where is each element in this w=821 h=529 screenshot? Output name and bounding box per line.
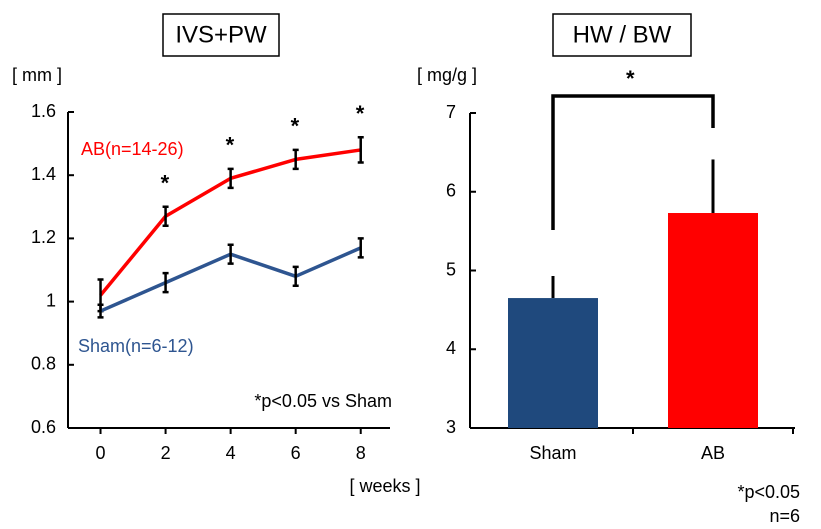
y-tick-label: 5 [446,259,456,279]
bracket-label: * [626,66,635,91]
legend-label: AB(n=14-26) [81,139,184,159]
chart-title: IVS+PW [175,21,267,48]
x-tick-label: Sham [529,443,576,463]
x-tick-label: 0 [96,443,106,463]
error-bar [227,243,234,265]
error-bar [162,271,169,294]
y-tick-label: 1.4 [31,164,56,184]
y-tick-label: 7 [446,102,456,122]
y-tick-label: 1 [46,290,56,310]
error-bar [357,136,364,164]
y-tick-label: 4 [446,338,456,358]
footnote: n=6 [769,506,800,526]
y-axis-label: [ mm ] [12,65,62,85]
bar [668,213,758,428]
x-tick-label: 2 [161,443,171,463]
bar [508,298,598,428]
x-axis-label: [ weeks ] [349,476,420,496]
y-tick-label: 0.6 [31,417,56,437]
error-bar [162,205,169,228]
error-bar [227,167,234,190]
x-tick-label: AB [701,443,725,463]
legend-label: Sham(n=6-12) [78,336,194,356]
significance-mark: * [226,133,235,158]
error-bar [292,148,299,171]
y-tick-label: 0.8 [31,354,56,374]
y-tick-label: 3 [446,417,456,437]
x-tick-label: 8 [356,443,366,463]
significance-mark: * [291,114,300,139]
bracket [551,94,715,230]
significance-mark: * [356,101,365,126]
y-tick-label: 6 [446,181,456,201]
significance-mark: * [161,171,170,196]
error-bar [292,265,299,288]
annotation: *p<0.05 vs Sham [254,391,392,411]
x-tick-label: 6 [291,443,301,463]
x-tick-label: 4 [226,443,236,463]
chart-title: HW / BW [573,21,672,48]
y-tick-label: 1.6 [31,101,56,121]
title-box [552,13,692,57]
y-tick-label: 1.2 [31,227,56,247]
error-bar [97,303,104,319]
title-box [162,13,280,57]
y-axis-label: [ mg/g ] [417,65,477,85]
error-bar [357,237,364,259]
footnote: *p<0.05 [737,482,800,502]
